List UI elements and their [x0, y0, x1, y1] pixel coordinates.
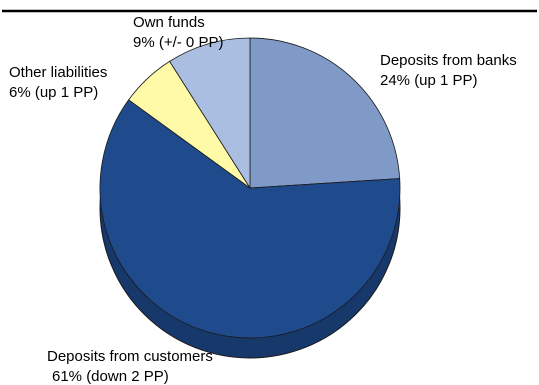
label-deposits-customers-value: 61% (down 2 PP) [52, 368, 169, 385]
label-deposits-banks: Deposits from banks 24% (up 1 PP) [380, 52, 517, 89]
pie-slice-deposits-from-customers [99, 99, 401, 339]
label-other-liabilities-value: 6% (up 1 PP) [9, 84, 98, 101]
label-deposits-customers: Deposits from customers 61% (down 2 PP) [47, 348, 213, 385]
pie-slice-own-funds [169, 37, 251, 190]
pie-slices [99, 37, 401, 339]
label-deposits-banks-value: 24% (up 1 PP) [380, 72, 478, 89]
label-other-liabilities: Other liabilities 6% (up 1 PP) [9, 64, 107, 101]
label-deposits-customers-name: Deposits from customers [47, 348, 213, 365]
label-other-liabilities-name: Other liabilities [9, 64, 107, 81]
label-own-funds-value: 9% (+/- 0 PP) [133, 34, 223, 51]
label-own-funds: Own funds 9% (+/- 0 PP) [133, 14, 223, 51]
label-own-funds-name: Own funds [133, 14, 205, 31]
pie-slice-deposits-from-banks [249, 37, 401, 189]
label-deposits-banks-name: Deposits from banks [380, 52, 517, 69]
